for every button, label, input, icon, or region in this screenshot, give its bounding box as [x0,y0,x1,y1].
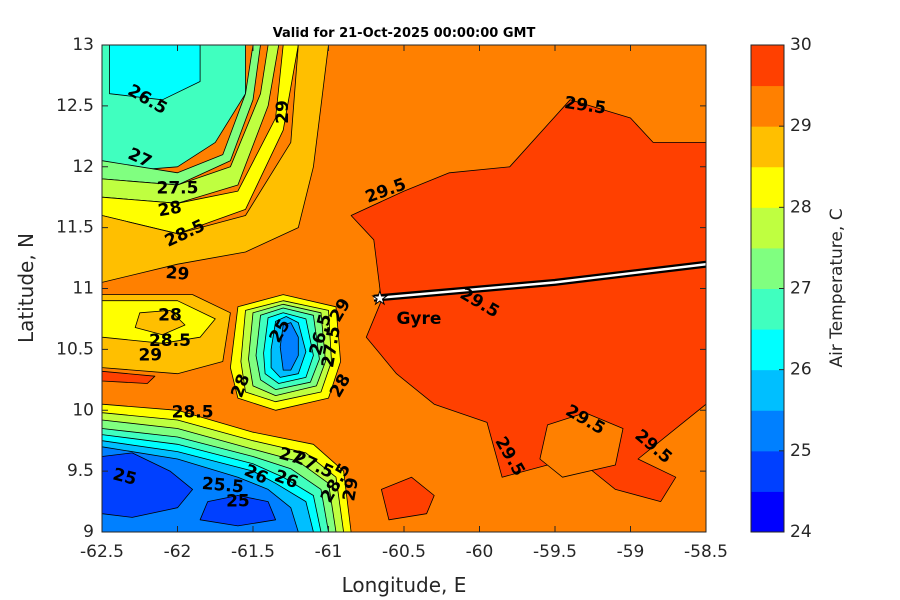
colorbar-ticks: 24 25 26 27 28 29 30 [779,35,812,542]
contour-region-25 [199,495,277,527]
contour-region-8 [134,309,186,336]
x-tick-label-3: -61 [315,542,343,562]
colorbar-swatch-5 [751,288,784,330]
gyre-annotation: Gyre [396,309,441,329]
x-tick-label-4: -60.5 [382,542,426,562]
colorbar-swatch-9 [751,126,784,168]
contour-label-8: 28.5 [149,331,191,351]
contour-region-9 [102,370,156,384]
colorbar-tick-label-1: 25 [790,441,812,461]
colorbar-swatch-3 [751,369,784,411]
contour-label-18: 25.5 [201,474,245,498]
colorbar-tick-label-6: 30 [790,35,812,55]
x-tick-label-2: -61.5 [231,542,275,562]
x-axis-ticks: -62.5 -62 -61.5 -61 -60.5 -60 -59.5 -59 -58.5 [80,45,728,562]
x-tick-label-8: -58.5 [684,542,728,562]
contour-region-5 [102,45,329,283]
contour-region-27 [539,412,624,478]
contour-region-1 [109,45,201,101]
y-tick-label-3: 10.5 [56,339,94,359]
track-line [373,262,706,300]
contour-label-2: 27.5 [157,179,199,199]
track-layer: ★ [371,260,706,310]
x-tick-label-5: -60 [466,542,494,562]
y-tick-label-2: 10 [72,400,94,420]
colorbar-swatch-0 [751,491,784,533]
colorbar-tick-label-5: 29 [790,116,812,136]
contour-regions [102,45,706,532]
colorbar-swatch-4 [751,329,784,371]
track-start-marker: ★ [372,288,388,309]
y-tick-label-5: 11.5 [56,218,94,238]
colorbar-label: Air Temperature, C [827,208,847,367]
colorbar-swatch-7 [751,207,784,249]
y-tick-label-6: 12 [72,157,94,177]
y-tick-label-8: 13 [72,35,94,55]
colorbar-swatch-2 [751,410,784,452]
colorbar-swatch-10 [751,85,784,127]
y-tick-label-7: 12.5 [56,96,94,116]
y-tick-label-1: 9.5 [67,461,94,481]
y-axis-ticks: 9 9.5 10 10.5 11 11.5 12 12.5 13 [56,35,706,542]
colorbar [751,45,784,533]
colorbar-swatch-8 [751,166,784,208]
contour-region-26 [350,99,706,503]
colorbar-swatch-11 [751,45,784,87]
contour-label-5: 29 [273,100,293,124]
colorbar-tick-label-3: 27 [790,279,812,299]
y-axis-label: Latitude, N [14,233,38,343]
contour-label-7: 28 [158,305,182,325]
contour-label-25: 29 [339,476,363,503]
y-tick-label-0: 9 [83,522,94,542]
contour-label-10: 28.5 [172,403,214,423]
contour-label-3: 28 [157,197,184,221]
x-tick-label-6: -59.5 [533,542,577,562]
contour-label-9: 29 [138,345,162,365]
colorbar-tick-label-2: 26 [790,360,812,380]
contour-region-24 [102,452,194,518]
contour-label-19: 25 [226,492,250,512]
contour-region-28 [380,476,435,521]
x-tick-label-0: -62.5 [80,542,124,562]
colorbar-tick-label-4: 28 [790,197,812,217]
x-axis-label: Longitude, E [342,573,467,597]
colorbar-swatch-1 [751,450,784,492]
chart-title: Valid for 21-Oct-2025 00:00:00 GMT [273,26,536,41]
y-tick-label-4: 11 [72,279,94,299]
x-tick-label-1: -62 [164,542,192,562]
colorbar-tick-label-0: 24 [790,522,812,542]
contour-region-16 [279,322,299,371]
contour-label-6: 29 [165,263,190,285]
x-tick-label-7: -59 [617,542,645,562]
colorbar-swatch-6 [751,247,784,289]
